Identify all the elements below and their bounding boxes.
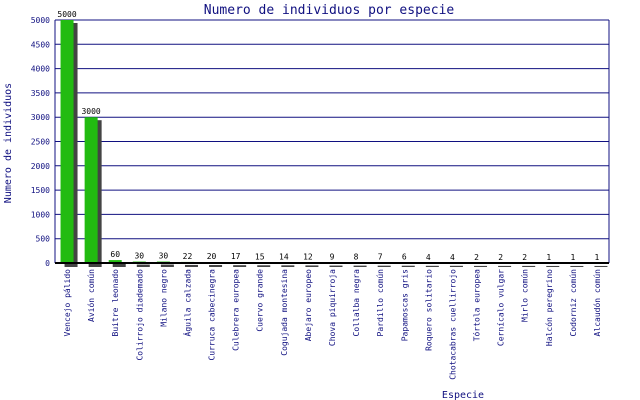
data-label: 17 — [231, 252, 241, 261]
data-label: 7 — [378, 253, 383, 262]
y-axis-label: Numero de individuos — [3, 83, 14, 203]
bar-shadow — [281, 265, 295, 267]
data-label: 4 — [426, 253, 431, 262]
bar-shadow — [449, 265, 463, 267]
y-tick-label: 5000 — [31, 16, 50, 25]
data-label: 9 — [330, 253, 335, 262]
x-tick-label: Águila calzada — [181, 269, 192, 337]
y-tick-label: 3500 — [31, 89, 50, 98]
x-tick-labels: Vencejo pálido Avión común Buitre leonado C… — [63, 269, 602, 380]
x-tick-label: Collalba negra — [352, 269, 361, 337]
x-tick-label: Tórtola europea — [472, 269, 482, 341]
x-tick-label: Mirlo común — [521, 269, 530, 322]
bar-shadow — [353, 265, 367, 267]
data-label: 30 — [134, 252, 144, 261]
bar-shadow — [401, 265, 415, 267]
bar — [84, 117, 98, 263]
data-label: 6 — [402, 253, 407, 262]
bar-shadow — [305, 265, 319, 267]
x-tick-label: Milano negro — [159, 269, 168, 327]
bar-shadow — [184, 264, 198, 267]
data-label: 4 — [450, 253, 455, 262]
data-label: 2 — [498, 253, 503, 262]
bar — [108, 260, 122, 263]
gridlines — [55, 19, 609, 264]
x-tick-label: Buitre leonado — [111, 269, 120, 337]
x-tick-label: Halcón peregrino — [544, 269, 554, 346]
x-tick-label: Chova piquirroja — [328, 269, 337, 346]
bar-shadow — [546, 265, 560, 267]
y-tick-label: 4500 — [31, 40, 50, 49]
x-tick-label: Roquero solitario — [424, 269, 433, 351]
data-label: 22 — [183, 252, 193, 261]
bar-shadows — [64, 23, 608, 267]
data-label: 20 — [207, 252, 217, 261]
y-tick-labels: 0 500 1000 1500 2000 2500 3000 3500 4000 4500 5000 — [31, 16, 50, 268]
x-tick-label: Papamoscas gris — [400, 269, 409, 341]
bar-shadow — [377, 265, 391, 267]
data-label: 60 — [110, 250, 120, 259]
data-label: 12 — [303, 252, 313, 261]
data-label: 1 — [570, 253, 575, 262]
bar-shadow — [209, 265, 223, 267]
bar-shadow — [233, 265, 247, 267]
x-tick-label: Culebrera europea — [232, 269, 241, 351]
data-label: 3000 — [81, 107, 100, 116]
data-label: 8 — [354, 253, 359, 262]
data-label: 2 — [522, 253, 527, 262]
bar-shadow — [474, 265, 488, 267]
y-tick-label: 1500 — [31, 186, 50, 195]
data-label: 1 — [546, 253, 551, 262]
y-tick-label: 500 — [36, 235, 51, 244]
data-label: 2 — [474, 253, 479, 262]
x-axis-label: Especie — [442, 390, 484, 400]
x-tick-label: Abejaro europeo — [304, 269, 313, 341]
x-tick-label: Curruca cabecinegra — [208, 269, 217, 361]
x-tick-label: Colirrojo diademado — [135, 269, 144, 361]
bar-shadow — [570, 265, 584, 267]
y-tick-label: 1000 — [31, 210, 50, 219]
bar-shadow — [257, 265, 271, 267]
bar-shadow — [522, 265, 536, 267]
bar-shadow — [136, 264, 150, 267]
bar-shadow — [594, 265, 608, 267]
data-label: 15 — [255, 252, 265, 261]
bar-shadow — [425, 265, 439, 267]
axes — [54, 20, 610, 264]
data-label: 30 — [159, 252, 169, 261]
x-tick-label: Avión común — [86, 269, 96, 322]
x-tick-label: Alcaudón común — [592, 269, 602, 337]
x-tick-label: Codorniz común — [569, 269, 578, 337]
data-label: 5000 — [57, 10, 76, 19]
y-tick-label: 4000 — [31, 65, 50, 74]
y-tick-label: 0 — [45, 259, 50, 268]
x-tick-label: Cernícalo vulgar — [497, 269, 506, 346]
data-label: 1 — [595, 253, 600, 262]
y-tick-label: 2500 — [31, 138, 50, 147]
chart-title: Numero de individuos por especie — [204, 3, 455, 18]
x-tick-label: Cogujada montesina — [280, 269, 289, 356]
x-tick-label: Cuervo grande — [256, 269, 265, 332]
bar-shadow — [160, 264, 174, 267]
x-tick-label: Chotacabras cuellirrojo — [448, 269, 457, 380]
y-tick-label: 3000 — [31, 113, 50, 122]
data-label: 14 — [279, 252, 289, 261]
bar-shadow — [329, 265, 343, 267]
bar — [60, 20, 74, 263]
bar-shadow — [112, 263, 126, 267]
bar-shadow — [498, 265, 512, 267]
y-tick-label: 2000 — [31, 162, 50, 171]
x-tick-label: Pardillo común — [376, 269, 385, 337]
x-tick-label: Vencejo pálido — [63, 269, 72, 337]
